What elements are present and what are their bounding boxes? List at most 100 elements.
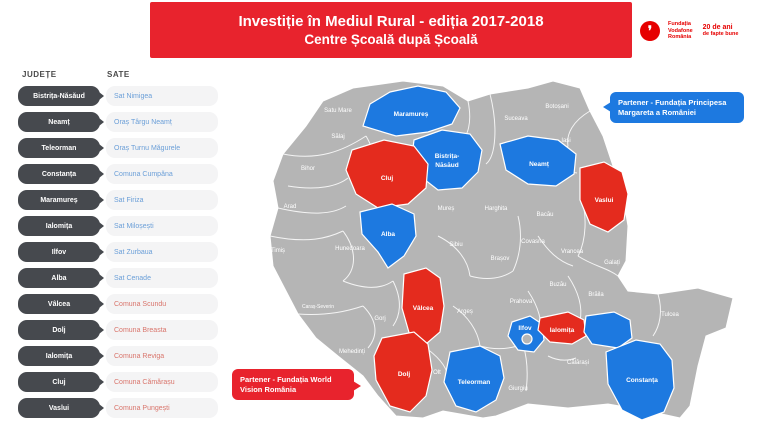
county-label: Mureș [438, 206, 455, 212]
list-item: Vâlcea Comuna Scundu [18, 294, 220, 314]
village-label: Comuna Cumpăna [114, 170, 173, 178]
county-label: Hunedoara [335, 246, 365, 252]
list-item: Vaslui Comuna Pungești [18, 398, 220, 418]
county-label: Harghita [485, 206, 508, 212]
county-badge: Cluj [18, 372, 100, 392]
village-label: Comuna Scundu [114, 300, 167, 308]
county-label: Caraș-Severin [302, 304, 334, 310]
village-label: Sat Miloșești [114, 222, 154, 230]
county-shape-valcea [401, 267, 445, 345]
county-label: Iași [561, 138, 570, 144]
county-badge: Ialomița [18, 216, 100, 236]
county-label: Bihor [301, 166, 315, 172]
county-label: Arad [284, 204, 297, 210]
county-label: Vâlcea [413, 305, 434, 312]
list-item: Cluj Comuna Cămărașu [18, 372, 220, 392]
gray-county-labels: Satu Mare Botoșani Suceava Iași Bihor Să… [271, 104, 680, 392]
village-pill: Sat Miloșești [106, 216, 218, 236]
county-badge: Constanța [18, 164, 100, 184]
county-shape-constanta [605, 339, 675, 421]
village-pill: Oraș Târgu Neamț [106, 112, 218, 132]
county-badge: Vâlcea [18, 294, 100, 314]
list-item: Bistrița-Năsăud Sat Nimigea [18, 86, 220, 106]
villages-column-header: SATE [107, 70, 130, 79]
romania-map: Maramureș Bistrița- Năsăud Neamț Vaslui … [269, 80, 734, 421]
partner-callout-worldvision: Partener - Fundația World Vision România [232, 369, 361, 400]
county-label: Brașov [491, 256, 510, 262]
county-badge: Ialomița [18, 346, 100, 366]
county-shape-ialomita-east [583, 311, 633, 349]
county-label: Satu Mare [324, 108, 352, 114]
county-label: Timiș [271, 248, 285, 254]
county-label: Bacău [536, 212, 553, 218]
county-label: Teleorman [458, 379, 490, 386]
county-label: Constanța [626, 377, 658, 384]
county-shape-teleorman [443, 345, 505, 413]
list-item: Neamț Oraș Târgu Neamț [18, 112, 220, 132]
county-badge: Bistrița-Năsăud [18, 86, 100, 106]
county-label: Alba [381, 231, 395, 238]
header-banner: Investiție în Mediul Rural - ediția 2017… [150, 2, 632, 58]
village-pill: Sat Firiza [106, 190, 218, 210]
county-label: Cluj [381, 175, 393, 182]
list-item: Ilfov Sat Zurbaua [18, 242, 220, 262]
village-pill: Comuna Cumpăna [106, 164, 218, 184]
county-label: Vaslui [595, 197, 614, 204]
county-label: Botoșani [545, 104, 568, 110]
village-pill: Sat Cenade [106, 268, 218, 288]
vodafone-foundation-logo: ❜ Fundația Vodafone România 20 de ani de… [640, 14, 760, 48]
county-label: Suceava [504, 116, 528, 122]
list-item: Teleorman Oraș Turnu Măgurele [18, 138, 220, 158]
county-shape-vaslui [579, 161, 629, 233]
county-label: Sibiu [449, 242, 462, 248]
list-item: Ialomița Sat Miloșești [18, 216, 220, 236]
county-label: Ialomița [550, 327, 575, 334]
county-label: Vrancea [561, 249, 584, 255]
village-pill: Oraș Turnu Măgurele [106, 138, 218, 158]
village-label: Comuna Breasta [114, 326, 167, 334]
village-label: Sat Cenade [114, 274, 151, 282]
list-item: Ialomița Comuna Reviga [18, 346, 220, 366]
county-label: Brăila [588, 292, 604, 298]
county-village-list: Bistrița-Năsăud Sat Nimigea Neamț Oraș T… [18, 86, 220, 424]
highlighted-counties [345, 85, 675, 421]
county-badge: Teleorman [18, 138, 100, 158]
county-shape-alba [359, 203, 417, 269]
county-label: Prahova [510, 299, 533, 305]
county-shape-cluj [345, 139, 429, 209]
list-item: Alba Sat Cenade [18, 268, 220, 288]
county-shape-dolj [373, 331, 433, 413]
vodafone-speechmark-icon: ❜ [640, 21, 660, 41]
list-item: Dolj Comuna Breasta [18, 320, 220, 340]
village-label: Comuna Pungești [114, 404, 170, 412]
village-label: Oraș Târgu Neamț [114, 118, 172, 126]
county-label: Argeș [457, 309, 473, 315]
county-label: Olt [433, 370, 441, 376]
village-pill: Comuna Reviga [106, 346, 218, 366]
county-label: Tulcea [661, 312, 679, 318]
county-badge: Maramureș [18, 190, 100, 210]
county-label: Sălaj [331, 134, 344, 140]
county-shape-ialomita-west [537, 311, 587, 345]
village-label: Comuna Cămărașu [114, 378, 175, 386]
page-subtitle: Centre Școală după Școală [304, 31, 478, 47]
logo-anniversary-text: 20 de ani de fapte bune [702, 23, 739, 37]
list-item: Constanța Comuna Cumpăna [18, 164, 220, 184]
county-label: Covasna [521, 239, 545, 245]
village-pill: Comuna Breasta [106, 320, 218, 340]
county-label: Călărași [567, 360, 589, 366]
village-pill: Sat Nimigea [106, 86, 218, 106]
county-label: Maramureș [394, 111, 429, 118]
county-badge: Dolj [18, 320, 100, 340]
village-pill: Sat Zurbaua [106, 242, 218, 262]
counties-column-header: JUDEȚE [22, 70, 57, 79]
county-badge: Neamț [18, 112, 100, 132]
logo-foundation-text: Fundația Vodafone România [668, 21, 693, 41]
village-label: Sat Firiza [114, 196, 144, 204]
list-item: Maramureș Sat Firiza [18, 190, 220, 210]
village-label: Sat Nimigea [114, 92, 153, 100]
county-shape-neamt [499, 135, 577, 187]
partner-callout-fpmr: Partener - Fundația Principesa Margareta… [603, 92, 744, 123]
county-badge: Ilfov [18, 242, 100, 262]
